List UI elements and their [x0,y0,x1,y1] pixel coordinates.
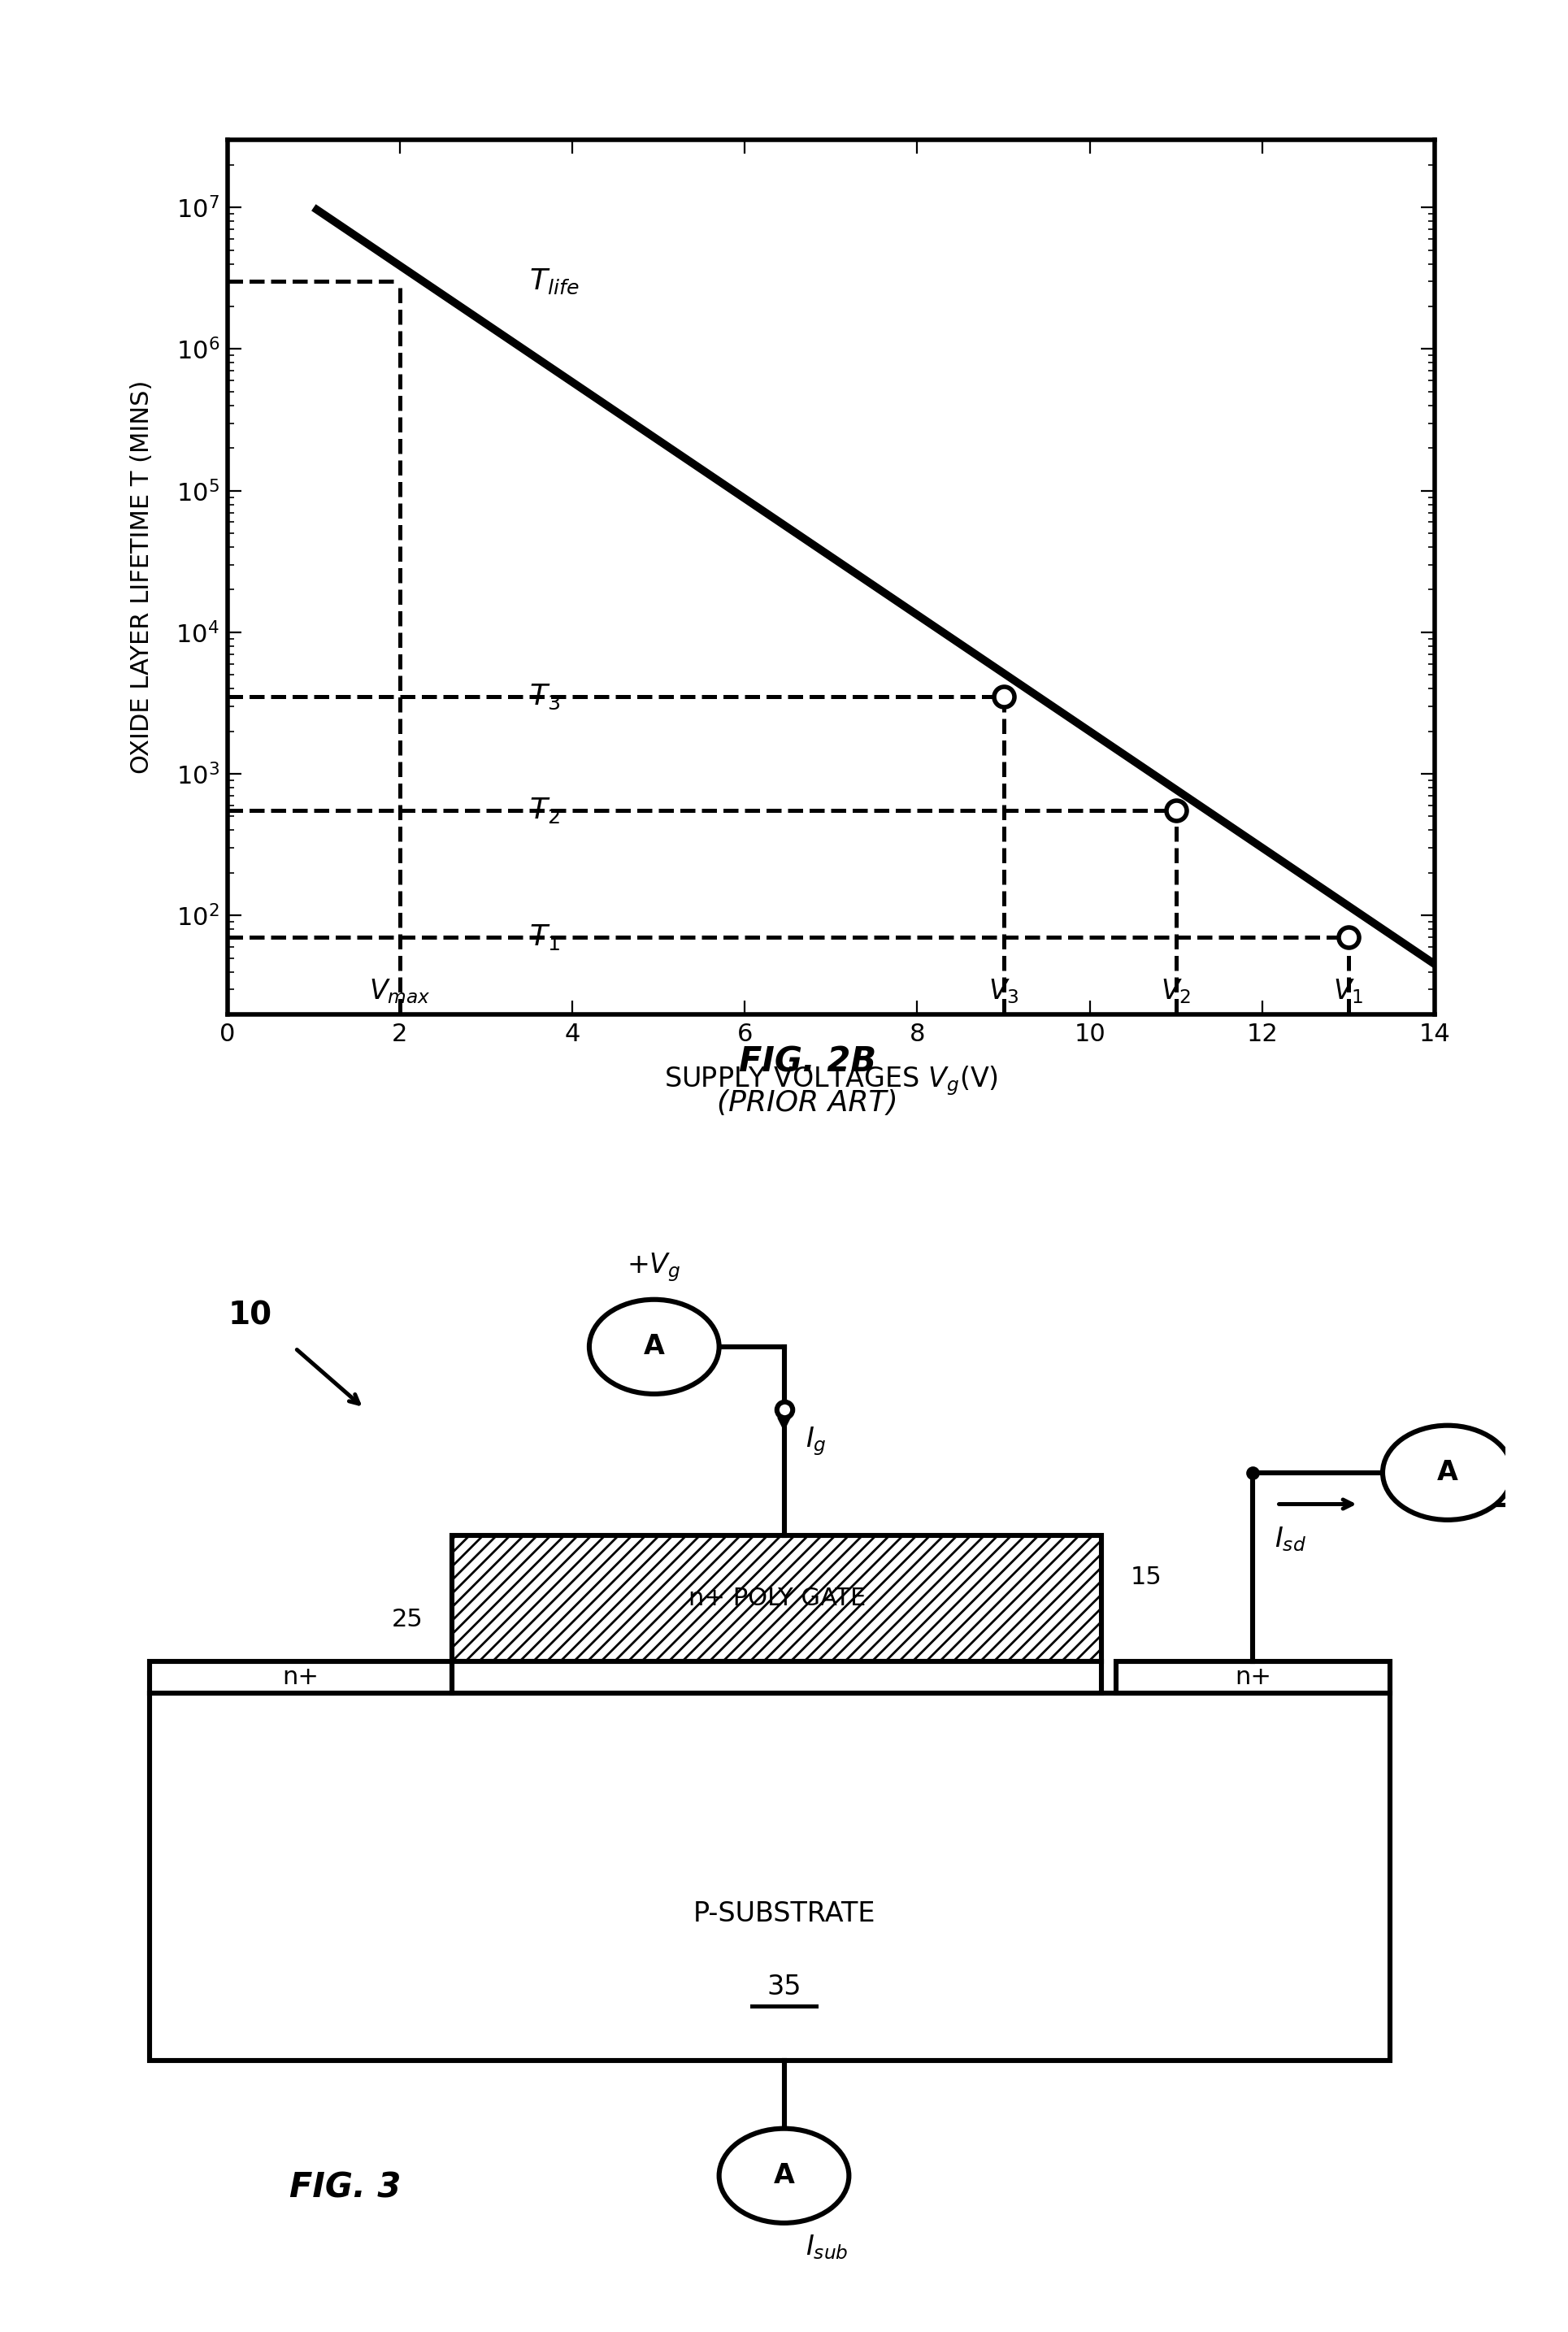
Text: $I_{sd}$: $I_{sd}$ [1275,1525,1306,1553]
Circle shape [590,1299,720,1395]
Text: $T_2$: $T_2$ [530,795,560,826]
Text: $T_1$: $T_1$ [530,923,560,951]
Text: n+: n+ [1234,1665,1272,1688]
Text: (PRIOR ART): (PRIOR ART) [717,1089,898,1117]
Text: A: A [1436,1460,1458,1485]
Bar [452,1534,1101,1660]
Bar [1116,1660,1389,1693]
Text: A: A [773,2162,795,2190]
Text: $I_g$: $I_g$ [806,1425,826,1458]
Bar [452,1660,1101,1693]
Bar [149,1693,1389,2061]
Text: $T_3$: $T_3$ [530,683,560,711]
Circle shape [720,2129,848,2222]
Text: FIG. 3: FIG. 3 [289,2171,401,2204]
Text: $T_{life}$: $T_{life}$ [530,268,579,296]
Text: $V_1$: $V_1$ [1333,977,1364,1005]
Y-axis label: OXIDE LAYER LIFETIME T (MINS): OXIDE LAYER LIFETIME T (MINS) [130,380,154,774]
Text: A: A [643,1334,665,1360]
Text: $V_{max}$: $V_{max}$ [368,977,431,1005]
Text: n+ POLY GATE: n+ POLY GATE [688,1586,866,1611]
Text: P-SUBSTRATE: P-SUBSTRATE [693,1901,875,1926]
Text: 25: 25 [392,1607,423,1632]
Circle shape [1383,1425,1513,1520]
Text: $V_2$: $V_2$ [1160,977,1192,1005]
X-axis label: SUPPLY VOLTAGES $V_g$(V): SUPPLY VOLTAGES $V_g$(V) [663,1063,999,1096]
Text: $V_3$: $V_3$ [988,977,1019,1005]
Text: 10: 10 [229,1299,273,1332]
Text: $+V_g$: $+V_g$ [627,1252,681,1283]
Text: 35: 35 [767,1973,801,2001]
Bar [149,1660,452,1693]
Text: 15: 15 [1131,1565,1162,1590]
Text: $I_{sub}$: $I_{sub}$ [806,2234,848,2262]
Text: n+: n+ [282,1665,318,1688]
Text: FIG. 2B: FIG. 2B [739,1045,877,1080]
